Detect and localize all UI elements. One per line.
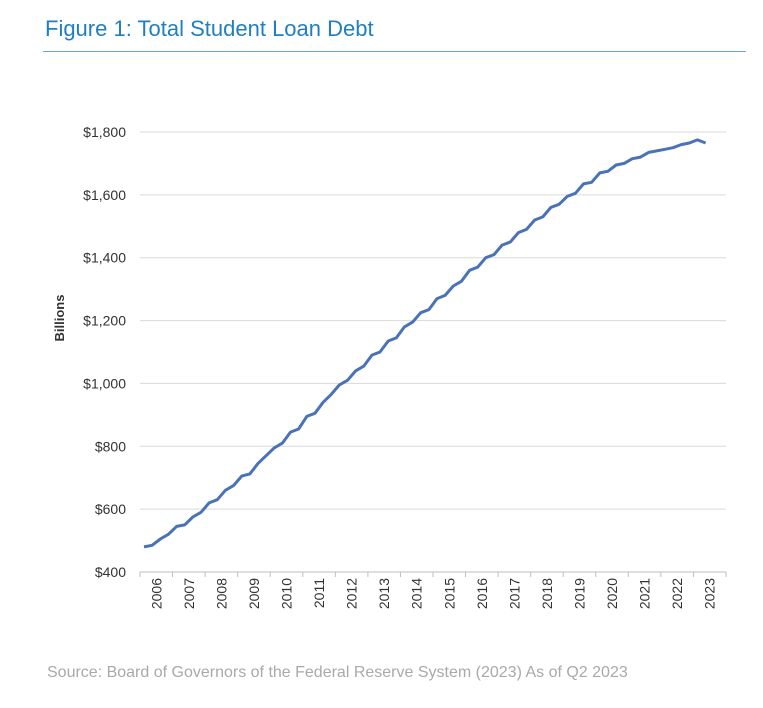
x-tick-label: 2018 <box>539 578 555 609</box>
x-tick-label: 2022 <box>669 578 685 609</box>
x-tick-label: 2016 <box>474 578 490 609</box>
y-tick-label: $1,200 <box>83 313 126 329</box>
y-tick-label: $800 <box>95 438 126 454</box>
title-divider <box>43 51 746 52</box>
x-tick-label: 2019 <box>572 578 588 609</box>
x-tick-label: 2020 <box>604 578 620 609</box>
x-tick-label: 2017 <box>506 578 522 609</box>
x-tick-label: 2007 <box>181 578 197 609</box>
gridlines <box>140 131 726 510</box>
x-tick-label: 2014 <box>409 578 425 609</box>
figure-title: Figure 1: Total Student Loan Debt <box>45 16 374 41</box>
x-tick-label: 2006 <box>148 578 164 609</box>
y-axis: $400 $600 $800 $1,000 $1,200 $1,400 $1,600 $1,8… <box>83 124 126 580</box>
x-tick-label: 2011 <box>311 578 327 608</box>
source-note: Source: Board of Governors of the Federa… <box>47 664 628 681</box>
x-tick-label: 2008 <box>213 578 229 609</box>
x-tick-label: 2023 <box>702 578 718 609</box>
y-tick-label: $1,600 <box>83 187 126 203</box>
series-lines <box>143 138 707 549</box>
y-tick-label: $1,400 <box>83 250 126 266</box>
x-tick-label: 2021 <box>637 578 653 609</box>
x-tick-label: 2010 <box>279 578 295 609</box>
x-axis: 2006 2007 2008 2009 2010 2011 2012 2013 2014 2015… <box>139 571 727 609</box>
series-line <box>143 138 707 549</box>
x-tick-label: 2013 <box>376 578 392 609</box>
y-tick-label: $600 <box>95 501 126 517</box>
y-tick-label: $400 <box>95 564 126 580</box>
y-tick-label: $1,000 <box>83 375 126 391</box>
x-tick-label: 2009 <box>246 578 262 609</box>
y-tick-label: $1,800 <box>83 124 126 140</box>
x-tick-label: 2012 <box>344 578 360 609</box>
y-axis-label: Billions <box>52 295 67 342</box>
x-tick-label: 2015 <box>441 578 457 609</box>
